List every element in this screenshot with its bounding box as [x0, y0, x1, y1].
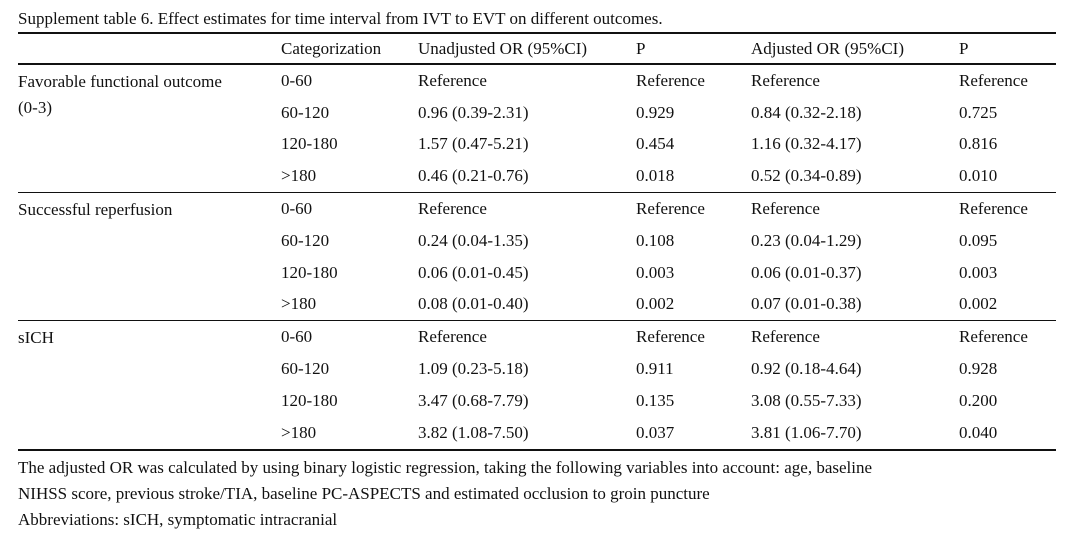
- cell-categorization: 0-60: [281, 199, 313, 219]
- cell-p-adjusted: 0.928: [959, 359, 998, 379]
- cell-p-adjusted: 0.040: [959, 422, 998, 442]
- cell-unadjusted-or: 3.47 (0.68-7.79): [418, 390, 529, 410]
- cell-unadjusted-or: Reference: [418, 70, 487, 90]
- table-row: sICH 0-60 Reference Reference Reference …: [18, 321, 1056, 353]
- cell-p-unadjusted: 0.911: [636, 359, 674, 379]
- table-row: >180 0.08 (0.01-0.40) 0.002 0.07 (0.01-0…: [18, 289, 1056, 321]
- table-row: Successful reperfusion 0-60 Reference Re…: [18, 193, 1056, 225]
- cell-categorization: 60-120: [281, 230, 330, 250]
- cell-p-adjusted: Reference: [959, 70, 1028, 90]
- cell-unadjusted-or: Reference: [418, 199, 487, 219]
- cell-adjusted-or: 0.07 (0.01-0.38): [751, 294, 862, 314]
- table-row: 120-180 0.06 (0.01-0.45) 0.003 0.06 (0.0…: [18, 257, 1056, 289]
- note-line: NIHSS score, previous stroke/TIA, baseli…: [18, 483, 710, 503]
- header-p-unadjusted: P: [636, 38, 646, 58]
- cell-adjusted-or: Reference: [751, 70, 820, 90]
- table-row: 60-120 0.96 (0.39-2.31) 0.929 0.84 (0.32…: [18, 97, 1056, 129]
- cell-p-unadjusted: 0.135: [636, 390, 675, 410]
- cell-adjusted-or: 0.92 (0.18-4.64): [751, 359, 862, 379]
- table-caption: Supplement table 6. Effect estimates for…: [18, 9, 663, 28]
- abbreviations-note: Abbreviations: sICH, symptomatic intracr…: [18, 509, 338, 529]
- cell-categorization: >180: [281, 422, 317, 442]
- header-categorization: Categorization: [281, 38, 382, 58]
- cell-unadjusted-or: 0.96 (0.39-2.31): [418, 102, 529, 122]
- cell-unadjusted-or: 1.09 (0.23-5.18): [418, 359, 529, 379]
- cell-p-adjusted: 0.003: [959, 262, 998, 282]
- cell-p-unadjusted: 0.002: [636, 294, 675, 314]
- note-line: The adjusted OR was calculated by using …: [18, 457, 873, 477]
- cell-adjusted-or: 0.06 (0.01-0.37): [751, 262, 862, 282]
- header-p-adjusted: P: [959, 38, 969, 58]
- cell-adjusted-or: Reference: [751, 199, 820, 219]
- cell-p-unadjusted: Reference: [636, 70, 705, 90]
- document-page: Supplement table 6. Effect estimates for…: [18, 8, 1058, 533]
- table-notes: The adjusted OR was calculated by using …: [18, 455, 1058, 533]
- outcome-group-reperfusion: Successful reperfusion 0-60 Reference Re…: [18, 193, 1056, 321]
- outcome-group-sich: sICH 0-60 Reference Reference Reference …: [18, 321, 1056, 450]
- cell-adjusted-or: 0.23 (0.04-1.29): [751, 230, 862, 250]
- cell-p-unadjusted: 0.929: [636, 102, 675, 122]
- cell-adjusted-or: Reference: [751, 327, 820, 347]
- cell-categorization: 120-180: [281, 134, 338, 154]
- cell-categorization: 0-60: [281, 327, 313, 347]
- header-adjusted-or: Adjusted OR (95%CI): [751, 38, 904, 58]
- cell-unadjusted-or: 0.24 (0.04-1.35): [418, 230, 529, 250]
- cell-p-unadjusted: 0.037: [636, 422, 675, 442]
- table-row: >180 0.46 (0.21-0.76) 0.018 0.52 (0.34-0…: [18, 160, 1056, 192]
- outcome-label-line1: sICH: [18, 328, 54, 348]
- table-row: 60-120 0.24 (0.04-1.35) 0.108 0.23 (0.04…: [18, 225, 1056, 257]
- table-row: 120-180 1.57 (0.47-5.21) 0.454 1.16 (0.3…: [18, 129, 1056, 161]
- cell-p-adjusted: 0.200: [959, 390, 998, 410]
- cell-adjusted-or: 1.16 (0.32-4.17): [751, 134, 862, 154]
- cell-p-unadjusted: 0.454: [636, 134, 675, 154]
- cell-unadjusted-or: 3.82 (1.08-7.50): [418, 422, 529, 442]
- cell-categorization: 60-120: [281, 102, 330, 122]
- cell-p-unadjusted: Reference: [636, 327, 705, 347]
- cell-p-adjusted: 0.010: [959, 166, 998, 186]
- cell-p-adjusted: 0.095: [959, 230, 998, 250]
- cell-adjusted-or: 3.81 (1.06-7.70): [751, 422, 862, 442]
- cell-unadjusted-or: Reference: [418, 327, 487, 347]
- cell-p-unadjusted: 0.003: [636, 262, 675, 282]
- table-row: 120-180 3.47 (0.68-7.79) 0.135 3.08 (0.5…: [18, 385, 1056, 417]
- cell-unadjusted-or: 0.46 (0.21-0.76): [418, 166, 529, 186]
- outcome-group-functional: Favorable functional outcome (0-3) 0-60 …: [18, 64, 1056, 193]
- cell-p-adjusted: 0.002: [959, 294, 998, 314]
- header-unadjusted-or: Unadjusted OR (95%CI): [418, 38, 588, 58]
- cell-unadjusted-or: 1.57 (0.47-5.21): [418, 134, 529, 154]
- outcome-label: Favorable functional outcome (0-3): [18, 64, 281, 193]
- outcome-label-line2: (0-3): [18, 98, 52, 117]
- cell-categorization: 60-120: [281, 359, 330, 379]
- cell-categorization: 120-180: [281, 390, 338, 410]
- cell-adjusted-or: 0.52 (0.34-0.89): [751, 166, 862, 186]
- cell-p-unadjusted: Reference: [636, 199, 705, 219]
- table-row: 60-120 1.09 (0.23-5.18) 0.911 0.92 (0.18…: [18, 353, 1056, 385]
- cell-adjusted-or: 0.84 (0.32-2.18): [751, 102, 862, 122]
- header-outcome: [18, 33, 281, 64]
- cell-categorization: 0-60: [281, 70, 313, 90]
- cell-unadjusted-or: 0.06 (0.01-0.45): [418, 262, 529, 282]
- cell-p-unadjusted: 0.108: [636, 230, 675, 250]
- table-header-row: Categorization Unadjusted OR (95%CI) P A…: [18, 33, 1056, 64]
- outcome-label-line1: Successful reperfusion: [18, 200, 173, 220]
- outcome-label: sICH: [18, 321, 281, 450]
- table-row: >180 3.82 (1.08-7.50) 0.037 3.81 (1.06-7…: [18, 417, 1056, 450]
- cell-categorization: >180: [281, 294, 317, 314]
- cell-categorization: 120-180: [281, 262, 338, 282]
- outcome-label: Successful reperfusion: [18, 193, 281, 321]
- outcome-label-line1: Favorable functional outcome: [18, 72, 222, 91]
- cell-unadjusted-or: 0.08 (0.01-0.40): [418, 294, 529, 314]
- cell-adjusted-or: 3.08 (0.55-7.33): [751, 390, 862, 410]
- cell-p-adjusted: Reference: [959, 327, 1028, 347]
- cell-p-adjusted: 0.816: [959, 134, 998, 154]
- effect-estimates-table: Categorization Unadjusted OR (95%CI) P A…: [18, 32, 1056, 451]
- table-row: Favorable functional outcome (0-3) 0-60 …: [18, 64, 1056, 117]
- cell-categorization: >180: [281, 166, 317, 186]
- cell-p-adjusted: 0.725: [959, 102, 998, 122]
- cell-p-unadjusted: 0.018: [636, 166, 675, 186]
- cell-p-adjusted: Reference: [959, 199, 1028, 219]
